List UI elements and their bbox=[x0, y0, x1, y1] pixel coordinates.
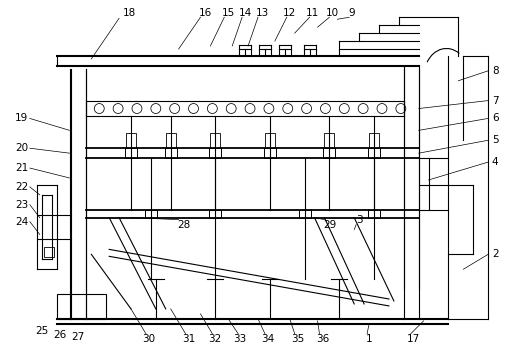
Text: 23: 23 bbox=[15, 200, 29, 210]
Bar bbox=[368, 210, 380, 218]
Text: 9: 9 bbox=[348, 8, 354, 18]
Bar bbox=[209, 210, 221, 218]
Text: 1: 1 bbox=[366, 334, 372, 344]
Bar bbox=[299, 210, 310, 218]
Text: 34: 34 bbox=[261, 334, 274, 344]
Text: 8: 8 bbox=[492, 66, 499, 76]
Text: 11: 11 bbox=[306, 8, 319, 18]
Text: 28: 28 bbox=[177, 220, 190, 230]
Text: 3: 3 bbox=[356, 215, 363, 225]
Bar bbox=[166, 133, 175, 148]
Bar bbox=[264, 148, 276, 158]
Text: 31: 31 bbox=[182, 334, 195, 344]
Text: 10: 10 bbox=[326, 8, 339, 18]
Bar bbox=[265, 133, 275, 148]
Text: 29: 29 bbox=[323, 220, 336, 230]
Text: 32: 32 bbox=[208, 334, 221, 344]
Text: 17: 17 bbox=[407, 334, 420, 344]
Text: 18: 18 bbox=[123, 8, 135, 18]
Text: 25: 25 bbox=[35, 326, 48, 336]
Bar bbox=[126, 133, 136, 148]
Bar bbox=[368, 148, 380, 158]
Text: 21: 21 bbox=[15, 163, 29, 173]
Text: 4: 4 bbox=[492, 157, 499, 167]
Text: 20: 20 bbox=[15, 143, 28, 153]
Text: 33: 33 bbox=[233, 334, 247, 344]
Text: 36: 36 bbox=[316, 334, 329, 344]
Bar bbox=[145, 210, 157, 218]
Text: 26: 26 bbox=[53, 330, 66, 340]
Bar bbox=[165, 148, 176, 158]
Text: 6: 6 bbox=[492, 113, 499, 124]
Text: 22: 22 bbox=[15, 182, 29, 192]
Bar bbox=[210, 133, 220, 148]
Bar bbox=[324, 133, 334, 148]
Bar bbox=[369, 133, 379, 148]
Text: 13: 13 bbox=[255, 8, 269, 18]
Bar bbox=[209, 148, 221, 158]
Text: 15: 15 bbox=[222, 8, 235, 18]
Text: 12: 12 bbox=[283, 8, 297, 18]
Bar bbox=[44, 247, 54, 257]
Text: 2: 2 bbox=[492, 249, 499, 259]
Bar bbox=[56, 294, 106, 319]
Text: 30: 30 bbox=[142, 334, 155, 344]
Text: 16: 16 bbox=[199, 8, 212, 18]
Text: 24: 24 bbox=[15, 217, 29, 227]
Text: 19: 19 bbox=[15, 113, 29, 124]
Text: 14: 14 bbox=[239, 8, 252, 18]
Text: 35: 35 bbox=[291, 334, 304, 344]
Text: 27: 27 bbox=[71, 332, 84, 342]
Bar bbox=[125, 148, 137, 158]
Text: 7: 7 bbox=[492, 95, 499, 105]
Bar bbox=[324, 148, 336, 158]
Text: 5: 5 bbox=[492, 135, 499, 145]
